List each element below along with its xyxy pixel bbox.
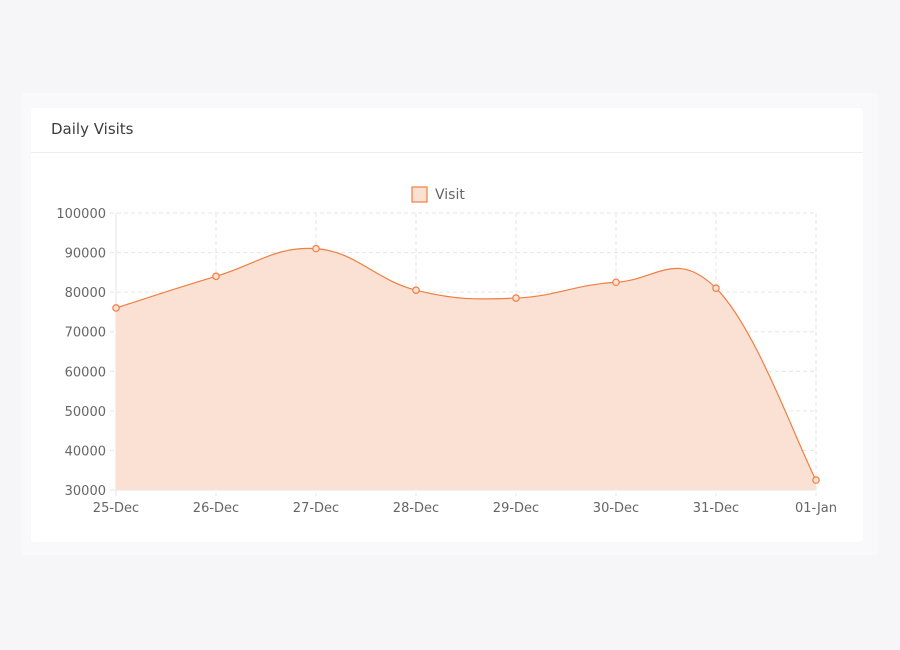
data-point-27-dec[interactable] xyxy=(312,244,320,253)
data-point-31-dec[interactable] xyxy=(712,284,720,292)
y-tick-label: 50000 xyxy=(65,405,106,420)
card-title: Daily Visits xyxy=(51,120,134,138)
x-tick-label: 25-Dec xyxy=(93,501,139,516)
data-point-25-dec[interactable] xyxy=(112,304,120,312)
point-layer xyxy=(112,244,820,484)
y-tick-label: 80000 xyxy=(65,286,106,301)
data-point-30-dec[interactable] xyxy=(612,278,620,287)
x-tick-label: 28-Dec xyxy=(393,501,439,516)
area-layer xyxy=(115,247,817,490)
y-tick-label: 30000 xyxy=(65,484,106,499)
card-header: Daily Visits xyxy=(31,108,863,153)
x-tick-label: 26-Dec xyxy=(193,501,239,516)
data-point-01-jan[interactable] xyxy=(812,476,820,484)
chart-legend[interactable]: Visit xyxy=(411,186,465,203)
data-point-29-dec[interactable] xyxy=(512,294,520,302)
y-tick-label: 60000 xyxy=(65,365,106,380)
y-tick-label: 100000 xyxy=(56,207,106,222)
data-point-28-dec[interactable] xyxy=(412,286,420,294)
x-tick-label: 29-Dec xyxy=(493,501,539,516)
x-tick-label: 27-Dec xyxy=(293,501,339,516)
area-fill-visit xyxy=(116,248,816,490)
label-layer: 100000 90000 80000 70000 60000 50000 40000 3000… xyxy=(56,207,837,516)
legend-swatch-visit[interactable] xyxy=(411,186,428,203)
x-tick-label: 31-Dec xyxy=(693,501,739,516)
y-tick-label: 70000 xyxy=(65,326,106,341)
y-tick-label: 40000 xyxy=(65,444,106,459)
data-point-26-dec[interactable] xyxy=(212,272,220,281)
y-tick-label: 90000 xyxy=(65,247,106,262)
legend-label-visit[interactable]: Visit xyxy=(435,187,465,203)
x-tick-label: 01-Jan xyxy=(795,501,837,516)
x-tick-label: 30-Dec xyxy=(593,501,639,516)
